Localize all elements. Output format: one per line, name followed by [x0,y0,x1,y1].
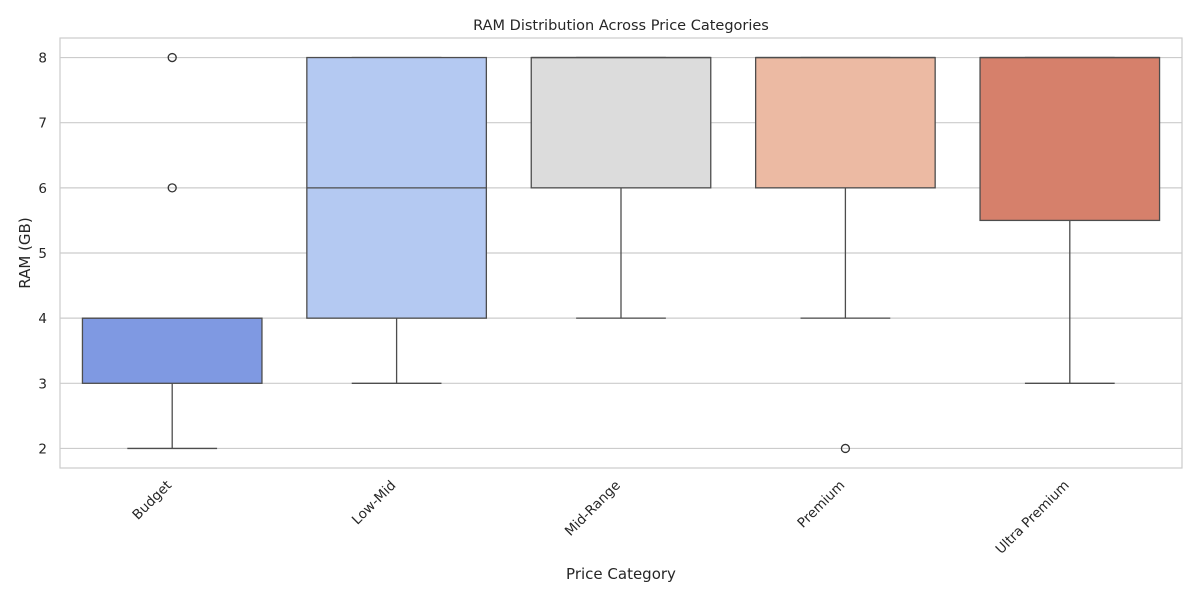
y-tick-label: 8 [38,51,47,67]
y-tick-labels: 2 3 4 5 6 7 8 [38,51,47,458]
x-axis-label: Price Category [566,565,676,583]
boxes-layer [81,52,1161,454]
outlier-point [167,52,177,63]
y-tick-label: 6 [38,181,47,197]
y-tick-label: 2 [38,441,47,457]
y-tick-label: 5 [38,246,47,262]
outlier-point [840,443,851,454]
y-tick-label: 4 [38,311,47,327]
box-group [754,56,936,454]
iqr-box [754,56,936,189]
iqr-box [979,56,1161,222]
outlier-point [167,183,177,193]
box-group [530,56,712,319]
x-tick-label: Ultra Premium [993,478,1073,558]
y-tick-label: 7 [38,116,47,132]
box-group [306,56,488,384]
chart-title: RAM Distribution Across Price Categories [473,18,769,34]
y-axis-label: RAM (GB) [16,217,34,288]
x-tick-labels: Budget Low-Mid Mid-Range Premium Ultra Premi… [129,478,1072,558]
x-tick-label: Low-Mid [349,478,400,529]
box-group [81,52,263,450]
y-tick-label: 3 [38,376,47,392]
iqr-box [530,56,712,189]
iqr-box [81,317,263,384]
box-group [979,56,1161,384]
x-tick-label: Mid-Range [562,478,624,540]
x-tick-label: Budget [129,478,175,524]
x-tick-label: Premium [794,478,848,532]
